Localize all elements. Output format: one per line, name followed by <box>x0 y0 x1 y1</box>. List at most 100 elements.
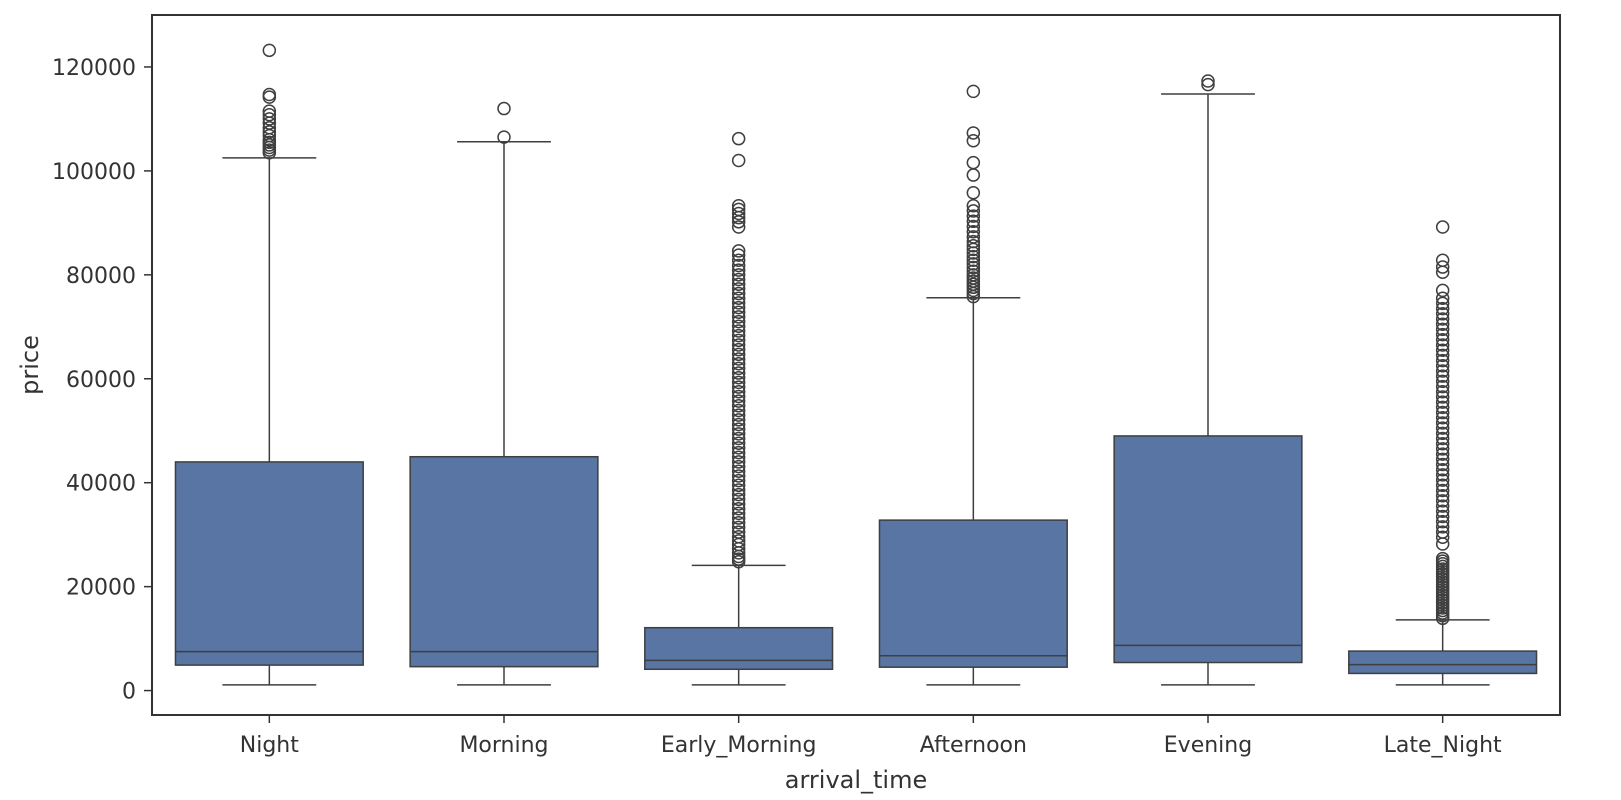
outlier-point <box>731 403 746 418</box>
box <box>174 461 364 666</box>
outlier-point <box>731 310 746 324</box>
outlier-point <box>966 224 981 239</box>
outlier-point <box>1435 400 1450 415</box>
outlier-point <box>731 361 746 376</box>
outlier-point <box>731 530 746 544</box>
outlier-point <box>1435 537 1450 551</box>
outlier-point <box>966 268 981 282</box>
outlier-point <box>1435 253 1450 268</box>
outlier-point <box>731 450 746 464</box>
x-tick-label: Morning <box>459 733 548 758</box>
outlier-point <box>1435 369 1450 383</box>
outlier-point <box>731 478 746 493</box>
y-tick-label: 80000 <box>66 264 136 289</box>
outlier-point <box>1435 473 1450 487</box>
outlier-point <box>731 324 746 338</box>
outlier-point <box>731 413 746 427</box>
outlier-point <box>731 347 746 362</box>
outlier-point <box>731 272 746 287</box>
outlier-point <box>731 305 746 320</box>
outlier-point <box>731 515 746 530</box>
outlier-point <box>731 328 746 343</box>
outlier-point <box>1435 431 1450 446</box>
outlier-point <box>731 202 746 217</box>
outlier-point <box>731 394 746 408</box>
outlier-point <box>966 209 981 223</box>
outlier-point <box>966 185 981 200</box>
outlier-point <box>731 314 746 329</box>
outlier-point <box>1435 379 1450 394</box>
outlier-point <box>497 101 511 116</box>
outlier-point <box>1435 283 1450 298</box>
outlier-point <box>731 464 746 479</box>
outlier-point <box>1435 343 1450 357</box>
outlier-point <box>731 380 746 394</box>
outlier-point <box>1435 421 1450 435</box>
outlier-point <box>1435 494 1450 508</box>
outlier-point <box>731 198 746 213</box>
outlier-point <box>1435 291 1450 305</box>
outlier-point <box>1201 77 1215 92</box>
y-tick-label: 20000 <box>66 576 136 601</box>
outlier-point <box>731 333 746 348</box>
outlier-point <box>1435 301 1450 316</box>
y-tick-label: 60000 <box>66 368 136 393</box>
outlier-point <box>1435 410 1450 425</box>
box-group-evening <box>1113 74 1303 686</box>
outlier-point <box>731 352 746 366</box>
outlier-point <box>731 455 746 469</box>
outlier-point <box>731 263 746 277</box>
outlier-point <box>731 286 746 301</box>
outlier-point <box>966 234 981 249</box>
box-group-night <box>174 43 364 686</box>
outlier-point <box>731 520 746 535</box>
outlier-point <box>731 501 746 516</box>
box <box>409 455 599 668</box>
outlier-point <box>966 214 981 229</box>
outlier-point <box>731 319 746 334</box>
box-group-afternoon <box>878 84 1068 686</box>
outlier-point <box>1435 436 1450 451</box>
outlier-point <box>1435 353 1450 368</box>
outlier-point <box>1435 509 1450 524</box>
outlier-point <box>966 249 981 264</box>
outlier-point <box>262 90 277 104</box>
outlier-point <box>1435 333 1450 347</box>
outlier-point <box>1435 447 1450 461</box>
outlier-point <box>966 274 981 288</box>
box <box>878 519 1068 668</box>
outlier-point <box>262 125 277 139</box>
y-tick-label: 100000 <box>52 160 136 185</box>
outlier-point <box>1435 442 1450 456</box>
outlier-point <box>731 356 746 371</box>
outlier-point <box>1435 348 1450 363</box>
x-axis: Night Morning Early_Morning Afternoon Evenin… <box>240 715 1502 758</box>
box <box>1348 650 1538 675</box>
outlier-point <box>262 112 277 126</box>
outlier-point <box>731 431 746 446</box>
outlier-point <box>731 487 746 502</box>
outlier-point <box>731 422 746 436</box>
outlier-point <box>731 338 746 352</box>
outlier-point <box>966 238 981 253</box>
outlier-point <box>731 220 746 234</box>
box-group-morning <box>409 101 599 686</box>
outlier-point <box>966 264 981 278</box>
outlier-point <box>262 43 277 58</box>
outlier-point <box>1435 220 1450 234</box>
outlier-point <box>966 219 981 234</box>
outlier-point <box>1435 359 1450 373</box>
outlier-point <box>1435 260 1450 274</box>
outlier-point <box>731 506 746 521</box>
outlier-point <box>966 84 981 99</box>
outlier-point <box>731 300 746 315</box>
outlier-point <box>731 497 746 511</box>
outlier-point <box>731 153 746 168</box>
outlier-point <box>731 445 746 460</box>
outlier-point <box>731 253 746 268</box>
outlier-point <box>1435 520 1450 534</box>
y-tick-label: 120000 <box>52 56 136 81</box>
outlier-point <box>262 121 277 135</box>
outlier-point <box>966 253 981 268</box>
